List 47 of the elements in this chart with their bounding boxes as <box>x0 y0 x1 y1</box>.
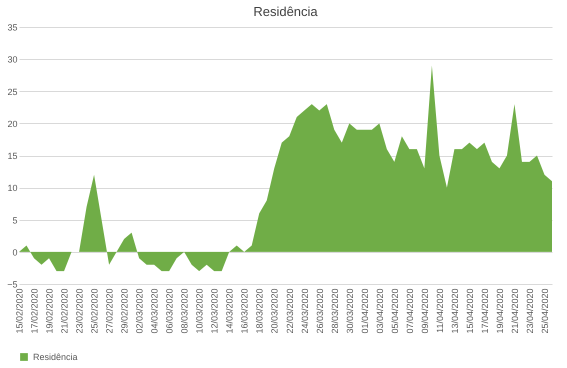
x-tick-label: 15/04/2020 <box>464 288 475 334</box>
chart-title: Residência <box>253 4 318 19</box>
x-tick-label: 08/03/2020 <box>180 288 190 334</box>
x-tick-label: 09/04/2020 <box>420 288 430 334</box>
x-tick-label: 18/03/2020 <box>254 288 265 334</box>
x-tick-label: 29/02/2020 <box>120 288 130 334</box>
x-tick-label: 03/04/2020 <box>374 288 385 334</box>
x-tick-label: 12/03/2020 <box>210 288 220 334</box>
x-tick-label: 05/04/2020 <box>390 288 400 334</box>
x-tick-label: 14/03/2020 <box>224 288 235 334</box>
x-tick-label: 16/03/2020 <box>240 288 250 334</box>
x-tick-label: 24/03/2020 <box>300 288 310 334</box>
x-tick-label: 06/03/2020 <box>164 288 175 334</box>
x-tick-label: 25/04/2020 <box>540 288 550 334</box>
y-tick-label: 20 <box>7 118 18 129</box>
x-tick-label: 19/04/2020 <box>494 288 505 334</box>
y-tick-label: 10 <box>7 183 18 194</box>
x-tick-label: 20/03/2020 <box>270 288 280 334</box>
y-tick-label: 15 <box>7 151 18 161</box>
x-tick-label: 15/02/2020 <box>14 288 24 334</box>
y-tick-label: 25 <box>7 86 18 97</box>
x-tick-label: 26/03/2020 <box>314 288 325 334</box>
x-tick-label: 23/02/2020 <box>74 288 85 334</box>
x-tick-label: 13/04/2020 <box>450 288 460 334</box>
x-tick-label: 07/04/2020 <box>404 288 415 334</box>
y-tick-label: 0 <box>12 247 18 258</box>
y-tick-label: 30 <box>7 54 18 65</box>
y-tick-label: 35 <box>7 22 18 32</box>
x-tick-label: 02/03/2020 <box>134 288 145 334</box>
y-tick-label: 5 <box>12 215 18 226</box>
x-tick-label: 04/03/2020 <box>150 288 160 334</box>
x-tick-label: 10/03/2020 <box>194 288 205 334</box>
x-tick-label: 11/04/2020 <box>434 288 445 333</box>
legend-label: Residência <box>33 352 78 362</box>
x-tick-label: 25/02/2020 <box>90 288 100 334</box>
x-tick-label: 17/02/2020 <box>30 288 40 334</box>
x-tick-label: 21/04/2020 <box>510 288 520 334</box>
x-tick-label: 22/03/2020 <box>284 288 295 334</box>
x-tick-label: 28/03/2020 <box>330 288 340 334</box>
x-tick-label: 01/04/2020 <box>360 288 370 334</box>
x-tick-label: 30/03/2020 <box>344 288 355 334</box>
x-tick-label: 17/04/2020 <box>480 288 490 334</box>
x-tick-label: 23/04/2020 <box>524 288 535 334</box>
x-tick-label: 21/02/2020 <box>60 288 70 334</box>
y-tick-label: −5 <box>7 280 18 290</box>
x-tick-label: 19/02/2020 <box>44 288 55 334</box>
x-tick-label: 27/02/2020 <box>104 288 115 334</box>
